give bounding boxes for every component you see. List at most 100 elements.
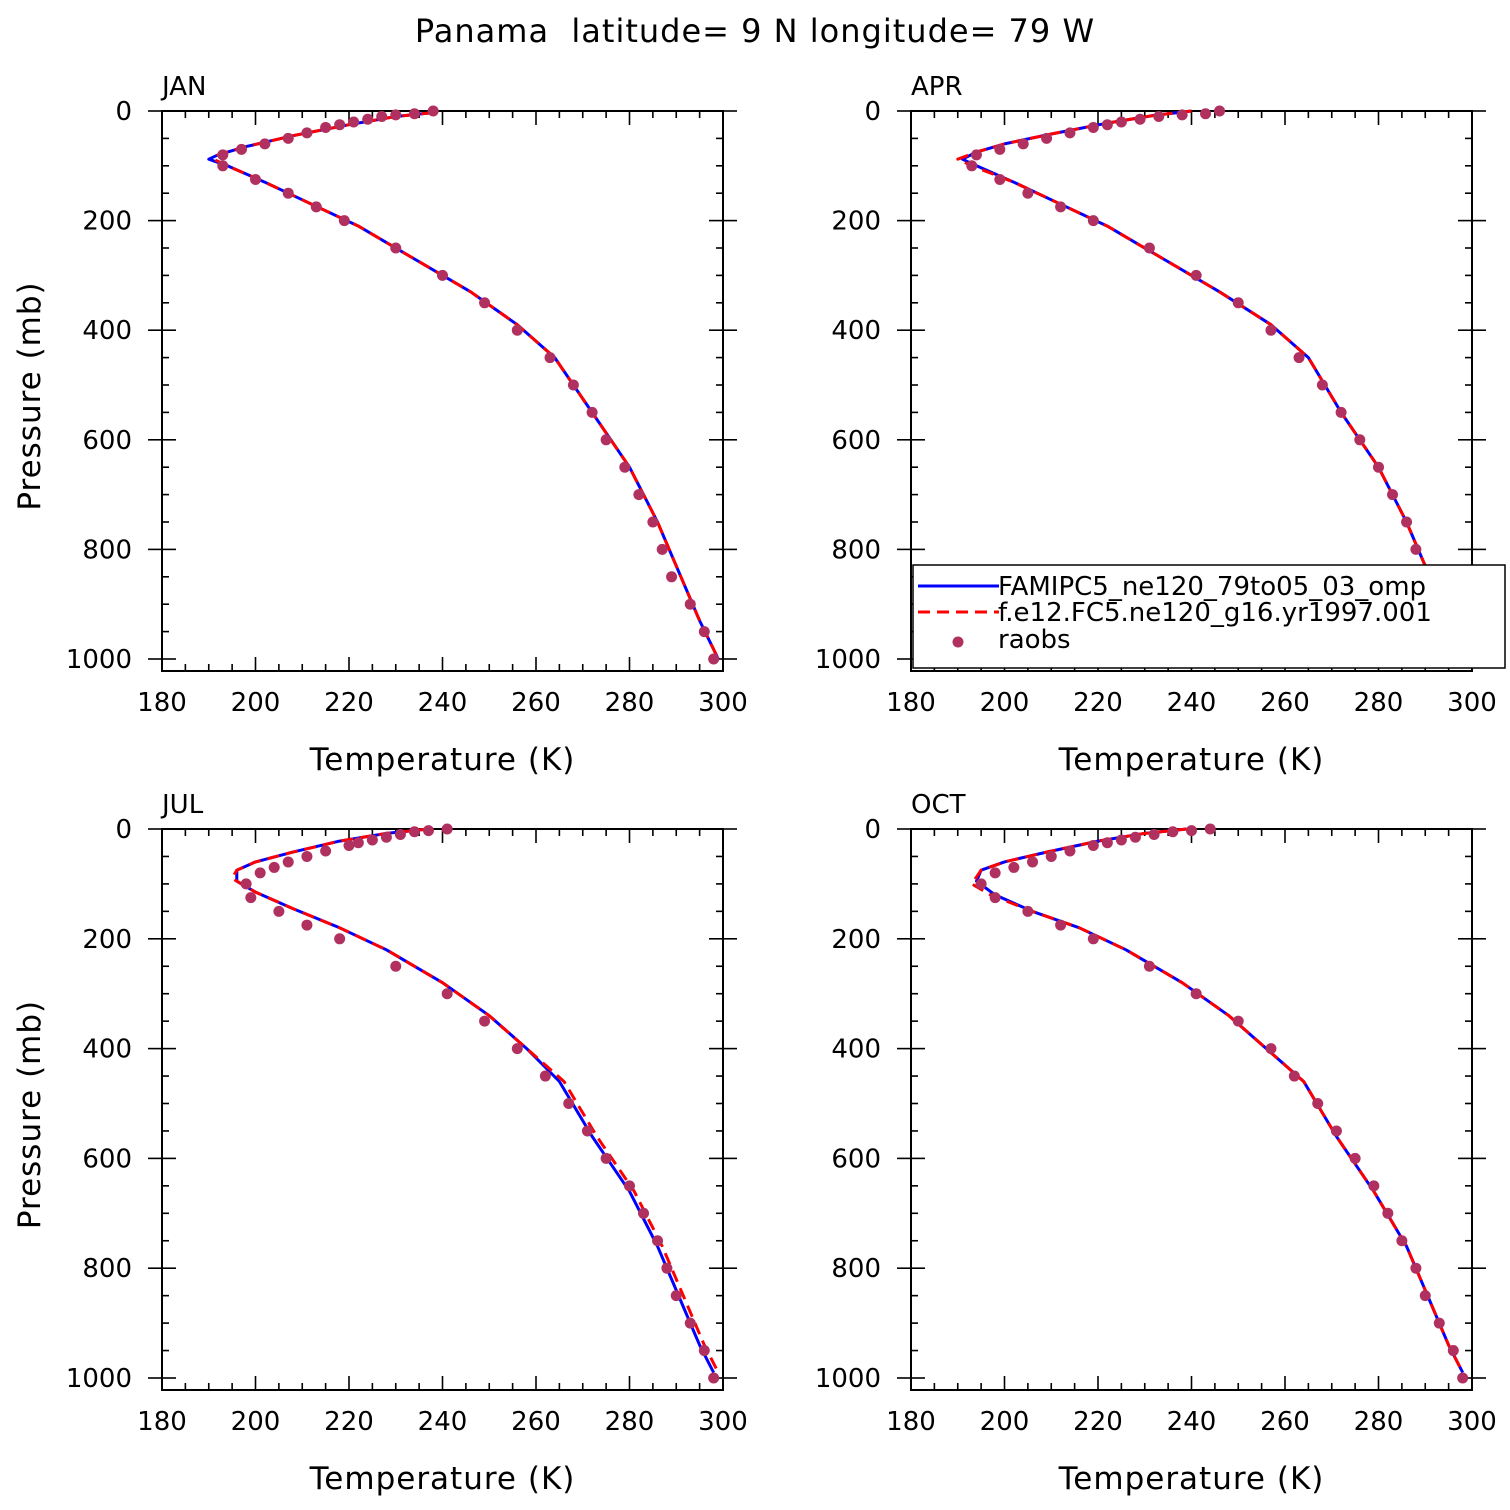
raobs-point bbox=[245, 892, 257, 904]
y-tick-label: 0 bbox=[115, 815, 132, 845]
raobs-point bbox=[1433, 1317, 1445, 1329]
raobs-point bbox=[1419, 1290, 1431, 1302]
x-tick-label: 200 bbox=[231, 688, 281, 718]
legend: FAMIPC5_ne120_79to05_03_ompf.e12.FC5.ne1… bbox=[912, 564, 1506, 669]
raobs-point bbox=[1134, 113, 1146, 125]
legend-box bbox=[912, 564, 1506, 669]
raobs-point bbox=[1143, 242, 1155, 254]
raobs-point bbox=[1232, 1015, 1244, 1027]
y-axis-label: Pressure (mb) bbox=[12, 281, 48, 510]
raobs-point bbox=[1401, 516, 1413, 528]
panel-label: JAN bbox=[160, 72, 206, 102]
raobs-point bbox=[1087, 933, 1099, 945]
raobs-point bbox=[708, 653, 720, 665]
raobs-point bbox=[1055, 919, 1067, 931]
raobs-point bbox=[1153, 110, 1165, 122]
raobs-point bbox=[1008, 861, 1020, 873]
raobs-point bbox=[338, 215, 350, 227]
raobs-point bbox=[376, 110, 388, 122]
y-tick-label: 200 bbox=[82, 925, 132, 955]
y-tick-label: 0 bbox=[864, 97, 881, 127]
y-tick-label: 1000 bbox=[66, 1364, 132, 1394]
raobs-point bbox=[217, 160, 229, 172]
raobs-point bbox=[633, 489, 645, 501]
raobs-point bbox=[1101, 837, 1113, 849]
legend-marker bbox=[952, 636, 964, 648]
raobs-point bbox=[334, 119, 346, 131]
raobs-point bbox=[619, 461, 631, 473]
x-tick-label: 180 bbox=[137, 1407, 187, 1437]
y-tick-label: 200 bbox=[831, 207, 881, 237]
x-tick-label: 220 bbox=[324, 688, 374, 718]
x-tick-label: 200 bbox=[231, 1407, 281, 1437]
x-tick-label: 280 bbox=[1354, 688, 1404, 718]
raobs-point bbox=[539, 1070, 551, 1082]
x-tick-label: 260 bbox=[1260, 1407, 1310, 1437]
y-tick-label: 600 bbox=[831, 426, 881, 456]
raobs-point bbox=[282, 187, 294, 199]
raobs-point bbox=[1373, 461, 1384, 473]
x-tick-label: 240 bbox=[418, 688, 468, 718]
raobs-point bbox=[638, 1207, 650, 1219]
x-tick-label: 180 bbox=[886, 688, 936, 718]
raobs-point bbox=[362, 113, 374, 125]
raobs-point bbox=[268, 861, 280, 873]
raobs-point bbox=[1382, 1207, 1394, 1219]
raobs-point bbox=[656, 543, 668, 555]
raobs-point bbox=[684, 1317, 696, 1329]
y-tick-label: 800 bbox=[82, 535, 132, 565]
x-tick-label: 240 bbox=[1167, 688, 1217, 718]
x-tick-label: 240 bbox=[418, 1407, 468, 1437]
raobs-point bbox=[1064, 127, 1076, 139]
raobs-point bbox=[1087, 121, 1099, 133]
raobs-point bbox=[1214, 105, 1226, 117]
raobs-point bbox=[1129, 831, 1141, 843]
raobs-point bbox=[1176, 109, 1188, 121]
series-line-dashed bbox=[970, 827, 1465, 1374]
y-tick-label: 1000 bbox=[815, 645, 881, 675]
raobs-point bbox=[1410, 1262, 1422, 1274]
raobs-point bbox=[1410, 543, 1422, 555]
raobs-point bbox=[235, 143, 247, 155]
raobs-point bbox=[437, 269, 448, 281]
raobs-point bbox=[1017, 138, 1029, 150]
figure-title: Panama latitude= 9 N longitude= 79 W bbox=[414, 12, 1096, 50]
raobs-point bbox=[670, 1290, 682, 1302]
plot-frame bbox=[910, 828, 1473, 1391]
raobs-point bbox=[567, 379, 579, 391]
raobs-point bbox=[320, 845, 332, 857]
raobs-point bbox=[380, 831, 392, 843]
x-tick-label: 180 bbox=[886, 1407, 936, 1437]
raobs-point bbox=[1349, 1152, 1361, 1164]
y-tick-label: 800 bbox=[831, 1254, 881, 1284]
x-tick-label: 220 bbox=[1073, 688, 1123, 718]
raobs-point bbox=[1293, 352, 1305, 364]
y-tick-label: 400 bbox=[831, 1035, 881, 1065]
raobs-point bbox=[282, 132, 294, 144]
y-tick-label: 800 bbox=[831, 535, 881, 565]
series-line-solid bbox=[235, 827, 715, 1374]
panel-label: OCT bbox=[911, 790, 966, 820]
raobs-point bbox=[254, 867, 266, 879]
raobs-point bbox=[366, 834, 378, 846]
series-line-dashed bbox=[211, 111, 720, 660]
raobs-point bbox=[994, 143, 1006, 155]
raobs-point bbox=[1045, 850, 1057, 862]
raobs-point bbox=[1232, 297, 1244, 309]
raobs-point bbox=[334, 933, 346, 945]
raobs-point bbox=[1265, 324, 1277, 336]
raobs-point bbox=[1447, 1345, 1459, 1357]
raobs-point bbox=[1101, 119, 1113, 131]
raobs-point bbox=[975, 878, 987, 890]
raobs-point bbox=[479, 1015, 491, 1027]
x-tick-label: 280 bbox=[605, 688, 655, 718]
y-tick-label: 1000 bbox=[66, 645, 132, 675]
raobs-point bbox=[966, 160, 978, 172]
raobs-point bbox=[1312, 1098, 1324, 1109]
raobs-point bbox=[989, 892, 1001, 904]
series-line-solid bbox=[975, 827, 1465, 1374]
raobs-point bbox=[1190, 988, 1202, 1000]
raobs-point bbox=[1087, 839, 1099, 851]
raobs-point bbox=[1200, 108, 1212, 120]
